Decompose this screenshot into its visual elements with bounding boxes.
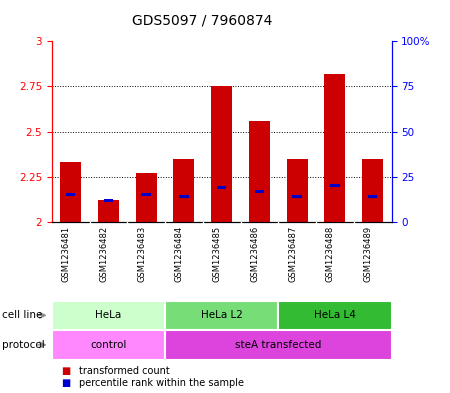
Bar <box>368 195 378 198</box>
Bar <box>292 195 302 198</box>
Bar <box>330 184 340 187</box>
Text: GSM1236485: GSM1236485 <box>212 226 221 282</box>
Bar <box>60 162 81 222</box>
Text: HeLa L2: HeLa L2 <box>201 310 243 320</box>
Text: HeLa: HeLa <box>95 310 122 320</box>
Bar <box>278 301 392 330</box>
Bar <box>211 86 232 222</box>
Bar <box>141 193 151 196</box>
Bar <box>98 200 119 222</box>
Text: GSM1236488: GSM1236488 <box>326 226 335 282</box>
Text: GDS5097 / 7960874: GDS5097 / 7960874 <box>132 14 273 28</box>
Bar <box>66 193 75 196</box>
Text: GSM1236489: GSM1236489 <box>364 226 373 282</box>
Bar <box>165 330 392 360</box>
Bar <box>52 301 165 330</box>
Text: steA transfected: steA transfected <box>235 340 321 350</box>
Text: GSM1236484: GSM1236484 <box>175 226 184 282</box>
Bar <box>287 159 307 222</box>
Bar <box>249 121 270 222</box>
Text: percentile rank within the sample: percentile rank within the sample <box>79 378 244 388</box>
Text: GSM1236482: GSM1236482 <box>99 226 108 282</box>
Bar <box>179 195 189 198</box>
Text: transformed count: transformed count <box>79 365 170 376</box>
Text: ■: ■ <box>61 378 70 388</box>
Text: ■: ■ <box>61 365 70 376</box>
Bar <box>174 159 194 222</box>
Bar <box>136 173 157 222</box>
Text: cell line: cell line <box>2 310 43 320</box>
Bar <box>52 330 165 360</box>
Bar <box>362 159 383 222</box>
Text: GSM1236487: GSM1236487 <box>288 226 297 282</box>
Text: GSM1236486: GSM1236486 <box>250 226 259 282</box>
Text: GSM1236481: GSM1236481 <box>62 226 71 282</box>
Text: HeLa L4: HeLa L4 <box>314 310 356 320</box>
Bar <box>104 199 113 202</box>
Bar <box>255 190 264 193</box>
Bar <box>217 186 226 189</box>
Text: GSM1236483: GSM1236483 <box>137 226 146 282</box>
Bar <box>324 74 345 222</box>
Text: protocol: protocol <box>2 340 45 350</box>
Bar <box>165 301 278 330</box>
Text: control: control <box>90 340 126 350</box>
